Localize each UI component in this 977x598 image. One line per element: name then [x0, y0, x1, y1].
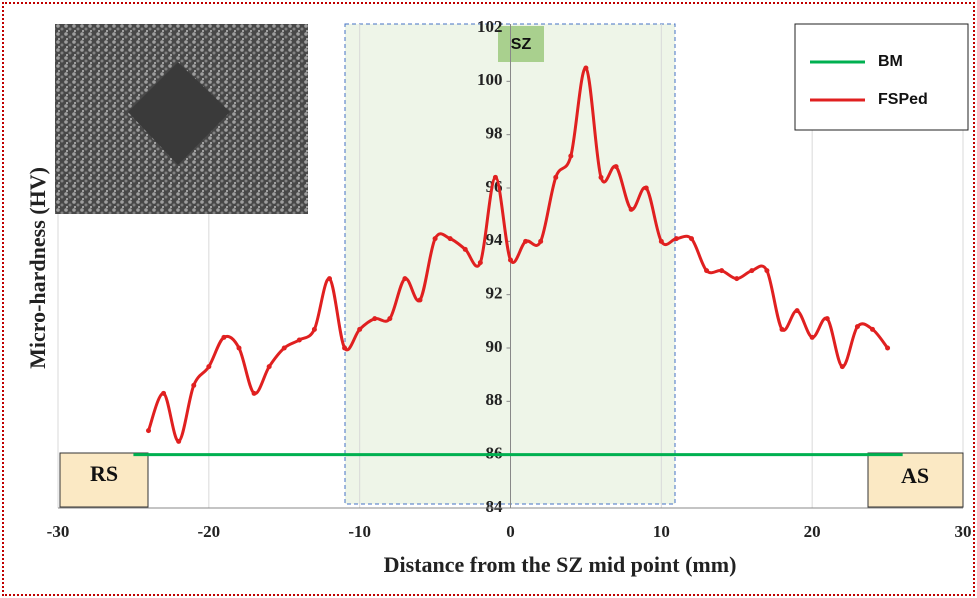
- point: [221, 334, 227, 340]
- point: [809, 334, 815, 340]
- y-tick-label: 100: [477, 70, 503, 89]
- y-tick-label: 98: [486, 124, 503, 143]
- point: [613, 164, 619, 170]
- point: [387, 316, 393, 322]
- point: [598, 174, 604, 180]
- point: [749, 268, 755, 274]
- point: [311, 326, 317, 332]
- point: [146, 428, 151, 434]
- indent: [128, 62, 230, 165]
- x-tick-label: -30: [47, 522, 70, 541]
- y-tick-label: 102: [477, 17, 503, 36]
- x-tick-label: 10: [653, 522, 670, 541]
- rs-box: [59, 452, 149, 508]
- sz-label: SZ: [511, 36, 532, 53]
- point: [372, 316, 378, 322]
- point: [462, 246, 468, 252]
- x-tick-label: 30: [955, 522, 972, 541]
- point: [734, 276, 740, 282]
- point: [492, 174, 498, 180]
- point: [281, 345, 287, 351]
- rs-label: RS: [90, 461, 118, 486]
- y-tick-label: 84: [486, 497, 504, 516]
- legend: [794, 23, 969, 131]
- point: [176, 438, 182, 444]
- as-box: [867, 452, 964, 508]
- point: [643, 185, 649, 191]
- point: [553, 174, 559, 180]
- point: [689, 236, 694, 242]
- point: [432, 236, 438, 242]
- y-tick-label: 90: [486, 337, 503, 356]
- y-axis-label: Micro-hardness (HV): [25, 167, 50, 369]
- legend-label: FSPed: [878, 91, 928, 108]
- point: [327, 276, 332, 282]
- point: [794, 308, 800, 314]
- y-tick-label: 94: [486, 230, 504, 249]
- point: [236, 345, 242, 351]
- legend-label: BM: [878, 53, 903, 70]
- point: [266, 364, 272, 370]
- point: [870, 326, 875, 332]
- point: [704, 268, 710, 274]
- point: [402, 276, 408, 282]
- point: [342, 345, 348, 351]
- y-tick-label: 86: [486, 444, 503, 463]
- point: [447, 236, 453, 242]
- point: [161, 390, 167, 396]
- point: [779, 326, 785, 332]
- x-tick-label: 0: [506, 522, 515, 541]
- x-axis-label: Distance from the SZ mid point (mm): [384, 552, 737, 577]
- point: [583, 65, 589, 71]
- point: [568, 153, 574, 159]
- y-tick-label: 88: [486, 390, 503, 409]
- point: [719, 268, 725, 274]
- point: [523, 238, 529, 244]
- point: [885, 345, 891, 351]
- point: [839, 364, 845, 370]
- x-tick-label: -20: [197, 522, 220, 541]
- point: [206, 364, 212, 370]
- point: [854, 324, 860, 330]
- x-tick-label: -10: [348, 522, 371, 541]
- point: [673, 236, 679, 242]
- point: [477, 260, 483, 266]
- sz-box: [498, 26, 544, 62]
- point: [538, 238, 544, 244]
- point: [628, 206, 634, 212]
- point: [251, 390, 257, 396]
- point: [658, 238, 664, 244]
- point: [417, 297, 423, 303]
- point: [191, 382, 197, 388]
- as-label: AS: [901, 463, 929, 488]
- y-tick-label: 92: [486, 284, 503, 303]
- point: [296, 337, 302, 343]
- line: [147, 66, 889, 443]
- point: [357, 326, 363, 332]
- point: [508, 257, 513, 263]
- point: [824, 316, 830, 322]
- x-tick-label: 20: [804, 522, 821, 541]
- point: [764, 268, 770, 274]
